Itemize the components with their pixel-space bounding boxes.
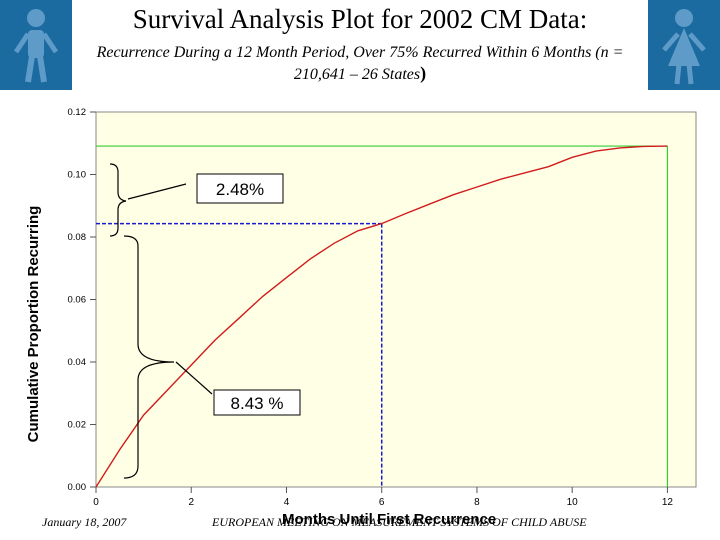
x-tick-label: 4 bbox=[284, 497, 290, 508]
x-tick-label: 2 bbox=[188, 497, 194, 508]
subtitle-paren: ) bbox=[420, 63, 427, 83]
y-tick-label: 0.06 bbox=[68, 295, 87, 306]
footer-date: January 18, 2007 bbox=[42, 515, 127, 529]
slide-subtitle: Recurrence During a 12 Month Period, Ove… bbox=[80, 42, 640, 85]
survival-chart: Cumulative Proportion Recurring 0.00 0.02… bbox=[14, 104, 712, 516]
annotation-box-lower bbox=[213, 389, 301, 416]
callouts: 2.48% 8.43 % bbox=[109, 163, 301, 479]
x-tick-label: 0 bbox=[93, 497, 99, 508]
callout-pointer-lower bbox=[175, 361, 213, 395]
plot-area bbox=[95, 111, 697, 488]
y-tick-label: 0.04 bbox=[68, 357, 87, 368]
y-axis-ticks: 0.00 0.02 0.04 0.06 0.08 0.10 0.12 bbox=[68, 107, 96, 493]
x-tick-label: 10 bbox=[567, 497, 579, 508]
brace-lower bbox=[123, 235, 175, 479]
x-tick-label: 12 bbox=[662, 497, 674, 508]
survival-chart-svg: Cumulative Proportion Recurring 0.00 0.02… bbox=[25, 107, 697, 508]
cumulative-recurrence-line bbox=[95, 145, 668, 488]
x-axis-label: Months Until First Recurrence bbox=[282, 511, 497, 528]
y-axis-label: Cumulative Proportion Recurring bbox=[25, 206, 42, 443]
footer-conference: EUROPEAN MEETING ON MEASUREMENT SYSTEMS … bbox=[212, 515, 587, 529]
y-tick-label: 0.02 bbox=[68, 420, 87, 431]
annotation-box-upper bbox=[196, 173, 284, 204]
x-tick-label: 6 bbox=[379, 497, 385, 508]
child-girl-logo bbox=[648, 0, 720, 90]
brace-upper bbox=[109, 163, 127, 237]
y-tick-label: 0.10 bbox=[68, 170, 87, 181]
y-tick-label: 0.12 bbox=[68, 107, 87, 118]
reference-lines bbox=[96, 145, 669, 487]
annotation-843: 8.43 % bbox=[231, 394, 284, 413]
subtitle-text: Recurrence During a 12 Month Period, Ove… bbox=[96, 44, 624, 83]
x-tick-label: 8 bbox=[474, 497, 480, 508]
slide-title: Survival Analysis Plot for 2002 CM Data: bbox=[132, 4, 588, 34]
x-axis-ticks: 0 2 4 6 8 10 12 bbox=[93, 487, 673, 508]
annotation-248: 2.48% bbox=[216, 180, 264, 199]
y-tick-label: 0.00 bbox=[68, 482, 87, 493]
callout-pointer-upper bbox=[127, 183, 187, 200]
child-boy-logo bbox=[0, 0, 72, 90]
y-tick-label: 0.08 bbox=[68, 232, 87, 243]
